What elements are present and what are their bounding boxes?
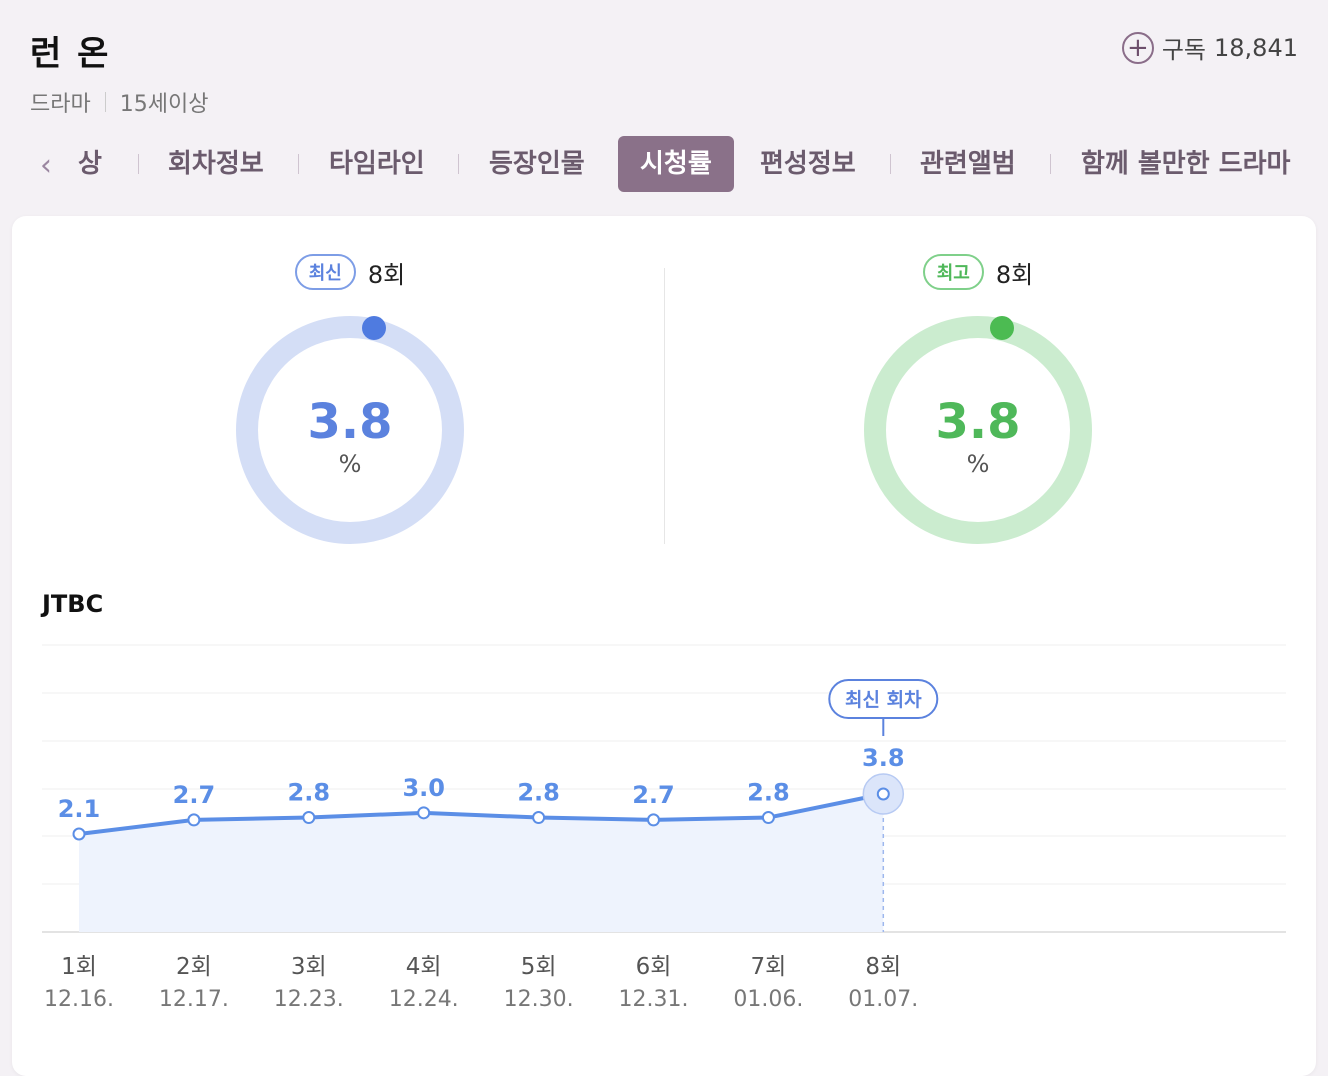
data-point xyxy=(876,787,890,801)
x-date-label: 12.23. xyxy=(274,987,344,1012)
best-rating-block: 최고 8회 3.8 % xyxy=(778,254,1178,554)
best-episode: 8회 xyxy=(995,260,1034,289)
latest-ring-track xyxy=(236,316,464,544)
tab-characters[interactable]: 등장인물 xyxy=(489,149,585,179)
tab-albums[interactable]: 관련앨범 xyxy=(920,149,1016,179)
latest-rating-value: 3.8 xyxy=(307,394,393,450)
tab-schedule[interactable]: 편성정보 xyxy=(760,149,856,179)
program-meta: 드라마 15세이상 xyxy=(30,86,208,118)
data-point xyxy=(187,813,201,827)
latest-ring-marker xyxy=(362,316,386,340)
best-rating-unit: % xyxy=(966,450,990,478)
data-label: 2.7 xyxy=(632,781,675,809)
best-rating-value: 3.8 xyxy=(935,394,1021,450)
tab-episode-info[interactable]: 회차정보 xyxy=(168,149,264,179)
data-point xyxy=(302,811,316,825)
ratings-card: 최신 8회 3.8 % 최고 8회 3.8 % JTBC 2.1 2.7 2.8 3.… xyxy=(12,216,1316,1076)
plus-icon: + xyxy=(1121,31,1154,64)
data-point xyxy=(417,806,431,820)
latest-ring xyxy=(236,316,464,544)
chevron-left-icon[interactable]: ‹ xyxy=(40,148,52,183)
data-point xyxy=(72,827,86,841)
latest-rating-block: 최신 8회 3.8 % xyxy=(150,254,550,554)
meta-divider xyxy=(104,92,106,112)
x-tick-label: 8회 xyxy=(865,954,901,980)
genre-label: 드라마 xyxy=(30,92,91,117)
tab-divider xyxy=(1050,154,1051,174)
header: 런 온 드라마 15세이상 + 구독 18,841 ‹ 상 회차정보 타임라인 … xyxy=(0,0,1328,210)
x-tick-label: 4회 xyxy=(406,954,442,980)
latest-badge-row: 최신 8회 xyxy=(150,254,550,290)
data-label: 2.1 xyxy=(58,795,101,823)
x-date-label: 12.16. xyxy=(44,987,114,1012)
x-date-label: 01.06. xyxy=(733,987,803,1012)
data-label: 2.8 xyxy=(517,779,560,807)
subscribe-count: 18,841 xyxy=(1214,33,1298,62)
tab-timeline[interactable]: 타임라인 xyxy=(329,149,425,179)
tab-bar: ‹ 상 회차정보 타임라인 등장인물 시청률 편성정보 관련앨범 함께 볼만한 … xyxy=(0,136,1328,192)
data-point xyxy=(647,813,660,827)
subscribe-label: 구독 xyxy=(1161,36,1207,64)
latest-rating-unit: % xyxy=(338,450,362,478)
channel-label: JTBC xyxy=(42,590,104,618)
tab-divider xyxy=(298,154,299,174)
tab-divider xyxy=(138,154,139,174)
ring-divider xyxy=(664,268,665,544)
x-date-label: 12.17. xyxy=(159,987,229,1012)
best-badge-row: 최고 8회 xyxy=(778,254,1178,290)
x-date-label: 12.31. xyxy=(619,987,689,1012)
x-tick-label: 7회 xyxy=(751,954,787,980)
x-tick-label: 6회 xyxy=(636,954,672,980)
x-date-label: 12.24. xyxy=(389,987,459,1012)
x-tick-label: 5회 xyxy=(521,954,557,980)
latest-callout-label: 최신 회차 xyxy=(845,689,922,711)
page-title: 런 온 xyxy=(30,34,111,74)
ratings-series-line xyxy=(78,792,884,836)
data-label: 2.8 xyxy=(747,779,790,807)
data-label: 2.8 xyxy=(288,779,331,807)
subscribe-button[interactable]: + 구독 18,841 xyxy=(1121,30,1298,65)
data-label: 2.7 xyxy=(173,781,216,809)
tab-divider xyxy=(890,154,891,174)
best-ring-marker xyxy=(990,316,1014,340)
best-badge: 최고 xyxy=(922,254,984,290)
tab-recommended[interactable]: 함께 볼만한 드라마 xyxy=(1081,149,1291,179)
best-ring xyxy=(864,316,1092,544)
tab-partial[interactable]: 상 xyxy=(78,149,102,179)
data-point xyxy=(761,811,775,825)
x-date-label: 12.30. xyxy=(504,987,574,1012)
data-label: 3.8 xyxy=(862,744,905,772)
data-label: 3.0 xyxy=(402,774,445,802)
tab-divider xyxy=(458,154,459,174)
x-date-label: 01.07. xyxy=(848,987,918,1012)
tab-ratings[interactable]: 시청률 xyxy=(618,136,734,192)
x-tick-label: 1회 xyxy=(61,954,97,980)
data-point xyxy=(532,811,546,825)
latest-episode: 8회 xyxy=(367,260,406,289)
x-tick-label: 2회 xyxy=(176,954,212,980)
best-ring-track xyxy=(864,316,1092,544)
age-rating-label: 15세이상 xyxy=(119,92,209,117)
ratings-line-chart: 2.1 2.7 2.8 3.0 2.8 2.7 2.8 3.8 최신 회차 1회 12.16. 2회 1… xyxy=(42,644,1286,1012)
ratings-area xyxy=(79,794,884,932)
latest-badge: 최신 xyxy=(294,254,356,290)
x-tick-label: 3회 xyxy=(291,954,327,980)
